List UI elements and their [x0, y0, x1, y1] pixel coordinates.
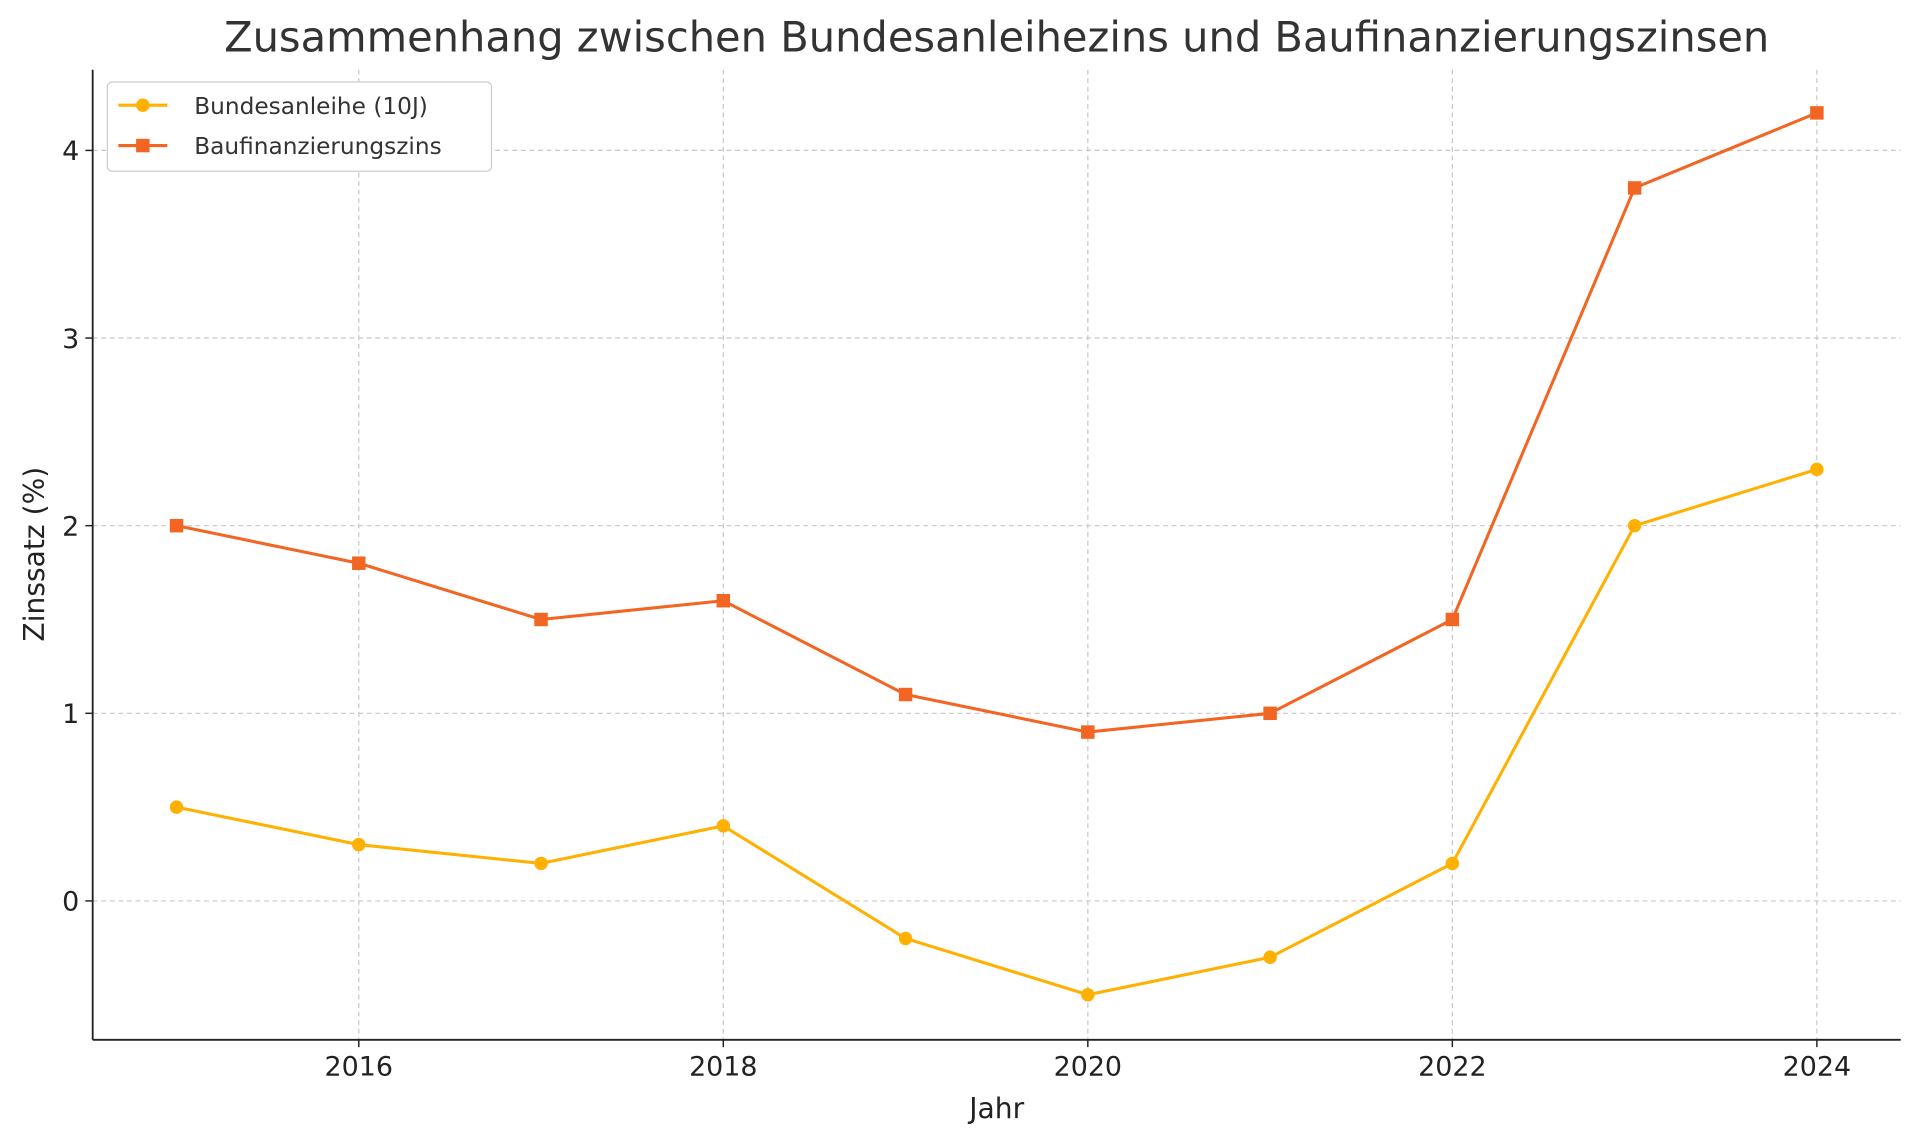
- data-point: [1810, 106, 1824, 120]
- data-point: [1810, 462, 1824, 477]
- x-tick-label: 2024: [1783, 1051, 1851, 1082]
- y-tick-label: 3: [62, 324, 79, 355]
- chart-title: Zusammenhang zwischen Bundesanleihezins …: [224, 12, 1769, 61]
- axes: [85, 69, 1901, 1048]
- data-point: [352, 837, 366, 852]
- y-tick-label: 2: [62, 511, 79, 542]
- data-point: [352, 556, 366, 570]
- y-axis-label: Zinssatz (%): [18, 467, 51, 642]
- grid: [92, 69, 1901, 1040]
- data-point: [898, 931, 913, 946]
- series: [169, 106, 1824, 1002]
- x-tick-label: 2018: [689, 1051, 757, 1082]
- x-tick-label: 2020: [1054, 1051, 1122, 1082]
- data-point: [1627, 181, 1642, 195]
- series-line-0: [176, 467, 1818, 997]
- x-axis-label: Jahr: [967, 1092, 1024, 1125]
- legend-label-baufinanzierung: Baufinanzierungszins: [194, 133, 442, 160]
- y-tick-label: 0: [62, 887, 79, 918]
- data-point: [534, 856, 548, 871]
- tick-labels: 2016 2018 2020 2022 2024 0 1 2 3 4: [62, 136, 1851, 1082]
- legend-marker-circle-icon: [136, 98, 150, 112]
- data-point: [534, 612, 548, 627]
- data-point: [716, 819, 731, 833]
- data-point: [1081, 988, 1095, 1002]
- data-point: [1081, 725, 1095, 739]
- data-point: [1445, 856, 1460, 871]
- legend-label-bundesanleihe: Bundesanleihe (10J): [194, 93, 428, 120]
- data-point: [169, 800, 184, 814]
- data-point: [1445, 612, 1460, 627]
- legend-box: [106, 81, 493, 172]
- legend-marker-square-icon: [136, 138, 150, 153]
- data-point: [716, 594, 731, 608]
- y-tick-label: 1: [62, 699, 79, 730]
- series-line-1: [176, 111, 1818, 734]
- data-point: [1263, 706, 1277, 721]
- data-point: [1627, 518, 1642, 533]
- data-point: [898, 687, 913, 702]
- y-tick-label: 4: [62, 136, 79, 167]
- x-tick-label: 2016: [325, 1051, 393, 1082]
- data-point: [169, 518, 184, 533]
- x-tick-label: 2022: [1418, 1051, 1486, 1082]
- legend: Bundesanleihe (10J) Baufinanzierungszins: [106, 81, 493, 172]
- data-point: [1263, 950, 1277, 964]
